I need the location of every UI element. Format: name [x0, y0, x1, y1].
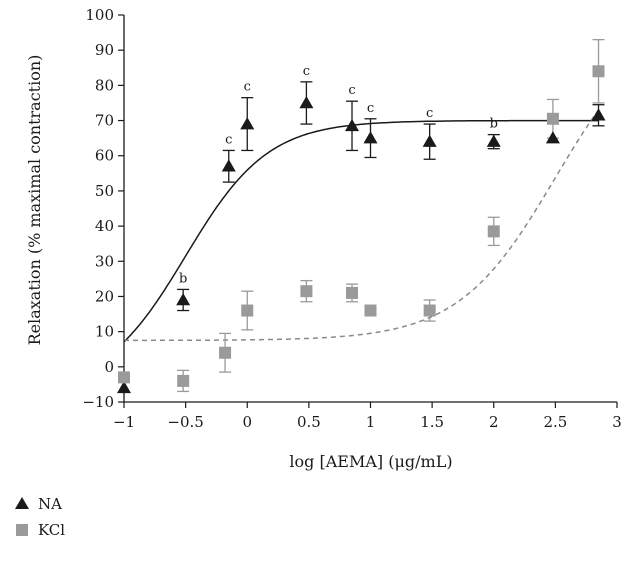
na-point: [240, 117, 255, 130]
na-point: [299, 95, 314, 109]
significance-label: c: [348, 83, 355, 98]
legend-na-icon: [15, 497, 29, 509]
x-tick-label: 0: [242, 413, 252, 431]
significance-label: c: [426, 106, 433, 121]
kcl-point: [423, 304, 436, 317]
x-tick-label: −1: [113, 413, 135, 431]
significance-label: b: [490, 117, 498, 132]
na-point: [176, 292, 191, 306]
na-fit-curve: [123, 119, 599, 343]
na-point: [591, 108, 606, 121]
kcl-point: [241, 304, 254, 317]
error-bars: [177, 38, 605, 393]
na-point: [221, 159, 236, 172]
data-markers: [117, 65, 606, 394]
na-point: [345, 118, 360, 132]
kcl-point: [300, 285, 313, 298]
kcl-point: [177, 374, 190, 387]
y-tick-label: 50: [95, 182, 114, 200]
y-tick-label: 60: [95, 147, 114, 165]
significance-label: b: [179, 271, 187, 286]
na-point: [422, 134, 437, 147]
x-tick-label: 1.5: [420, 413, 444, 431]
x-tick-label: 1: [366, 413, 376, 431]
significance-label: c: [244, 80, 251, 95]
fit-curves: [123, 109, 600, 343]
y-tick-label: 80: [95, 76, 114, 94]
na-point: [545, 131, 560, 144]
x-axis-title: log [AEMA] (μg/mL): [289, 452, 452, 471]
kcl-point: [487, 225, 500, 238]
kcl-point: [346, 286, 359, 299]
y-tick-label: 0: [104, 358, 114, 376]
y-tick-label: 90: [95, 41, 114, 59]
x-tick-label: 0.5: [297, 413, 321, 431]
axes: −10 0 10 20 30 40 50 60 70 80 90 100 −1 −0.5 0 0.5 1 1.5 2…: [82, 6, 621, 431]
na-point: [117, 380, 131, 394]
significance-label: c: [303, 64, 310, 79]
y-tick-label: 100: [85, 6, 114, 24]
significance-label: c: [225, 132, 232, 147]
na-point: [363, 131, 378, 144]
kcl-point: [364, 304, 377, 317]
na-point: [486, 134, 501, 147]
kcl-point: [118, 371, 130, 384]
y-tick-label: 30: [95, 252, 114, 270]
legend-kcl-label: KCl: [38, 521, 65, 539]
x-tick-label: 3: [612, 413, 622, 431]
y-tick-label: 10: [95, 323, 114, 341]
y-axis-title: Relaxation (% maximal contraction): [25, 55, 44, 346]
y-tick-label: 20: [95, 287, 114, 305]
x-tick-label: 2.5: [543, 413, 567, 431]
y-tick-label: 40: [95, 217, 114, 235]
kcl-point: [546, 112, 559, 125]
kcl-point: [592, 65, 605, 78]
legend: NA KCl: [15, 495, 65, 539]
significance-label: c: [367, 101, 374, 116]
x-tick-label: −0.5: [167, 413, 203, 431]
kcl-fit-curve: [124, 109, 600, 342]
legend-kcl-icon: [16, 524, 28, 536]
x-tick-label: 2: [489, 413, 499, 431]
y-tick-label: −10: [82, 393, 114, 411]
legend-na-label: NA: [38, 495, 62, 513]
kcl-point: [219, 346, 232, 359]
y-tick-label: 70: [95, 112, 114, 130]
